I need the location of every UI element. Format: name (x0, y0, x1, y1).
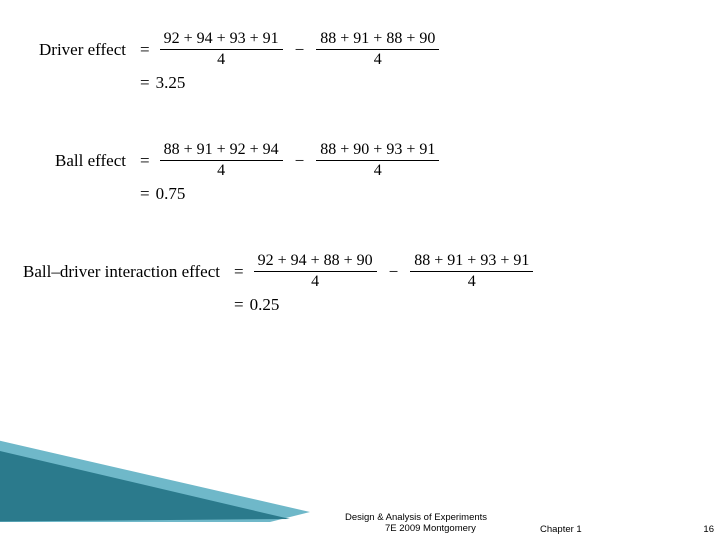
equation-result-row: = 0.25 (10, 295, 700, 315)
denominator: 4 (374, 161, 382, 180)
ball-effect-equation: Ball effect = 88 + 91 + 92 + 94 4 − 88 +… (30, 141, 700, 204)
numerator: 92 + 94 + 88 + 90 (254, 252, 377, 272)
denominator: 4 (468, 272, 476, 291)
minus-sign: − (381, 262, 407, 282)
result-value: 0.25 (250, 295, 280, 315)
equals-sign: = (134, 184, 156, 204)
fraction-1: 92 + 94 + 88 + 90 4 (254, 252, 377, 291)
result-value: 0.75 (156, 184, 186, 204)
equations-container: Driver effect = 92 + 94 + 93 + 91 4 − 88… (0, 0, 720, 315)
footer-page-number: 16 (703, 524, 714, 535)
equals-sign: = (134, 73, 156, 93)
numerator: 88 + 91 + 93 + 91 (410, 252, 533, 272)
fraction-2: 88 + 90 + 93 + 91 4 (316, 141, 439, 180)
denominator: 4 (311, 272, 319, 291)
footer-title: Design & Analysis of Experiments (345, 512, 487, 523)
fraction-1: 88 + 91 + 92 + 94 4 (160, 141, 283, 180)
equation-result-row: = 0.75 (30, 184, 700, 204)
equation-label: Driver effect (30, 40, 134, 60)
slide-swoosh-decoration (0, 427, 370, 522)
numerator: 88 + 90 + 93 + 91 (316, 141, 439, 161)
equals-sign: = (134, 40, 156, 60)
equation-result-row: = 3.25 (30, 73, 700, 93)
numerator: 88 + 91 + 92 + 94 (160, 141, 283, 161)
equals-sign: = (228, 262, 250, 282)
equals-sign: = (228, 295, 250, 315)
denominator: 4 (217, 161, 225, 180)
equation-main-row: Ball–driver interaction effect = 92 + 94… (10, 252, 700, 291)
minus-sign: − (287, 151, 313, 171)
result-value: 3.25 (156, 73, 186, 93)
minus-sign: − (287, 40, 313, 60)
equation-main-row: Driver effect = 92 + 94 + 93 + 91 4 − 88… (30, 30, 700, 69)
footer-chapter: Chapter 1 (540, 524, 582, 535)
numerator: 92 + 94 + 93 + 91 (160, 30, 283, 50)
fraction-2: 88 + 91 + 93 + 91 4 (410, 252, 533, 291)
numerator: 88 + 91 + 88 + 90 (316, 30, 439, 50)
equation-label: Ball–driver interaction effect (10, 262, 228, 282)
equation-main-row: Ball effect = 88 + 91 + 92 + 94 4 − 88 +… (30, 141, 700, 180)
equals-sign: = (134, 151, 156, 171)
fraction-1: 92 + 94 + 93 + 91 4 (160, 30, 283, 69)
footer-subtitle: 7E 2009 Montgomery (345, 523, 487, 534)
denominator: 4 (374, 50, 382, 69)
driver-effect-equation: Driver effect = 92 + 94 + 93 + 91 4 − 88… (30, 30, 700, 93)
slide-footer: Design & Analysis of Experiments 7E 2009… (0, 512, 720, 538)
footer-center-text: Design & Analysis of Experiments 7E 2009… (345, 512, 487, 535)
equation-label: Ball effect (30, 151, 134, 171)
interaction-effect-equation: Ball–driver interaction effect = 92 + 94… (10, 252, 700, 315)
denominator: 4 (217, 50, 225, 69)
fraction-2: 88 + 91 + 88 + 90 4 (316, 30, 439, 69)
